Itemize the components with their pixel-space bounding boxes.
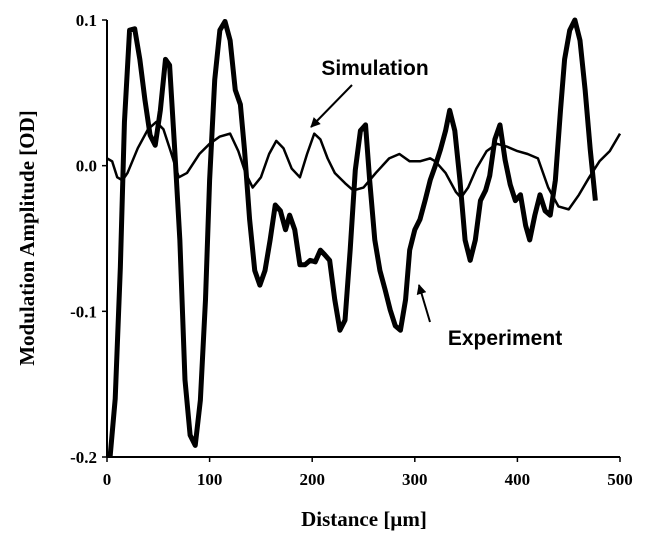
x-tick-label: 500 [607,470,633,489]
series-line [106,120,622,211]
x-tick-label: 400 [505,470,531,489]
annotation-arrow [416,284,431,323]
annotation-arrow [310,84,353,128]
experiment-annotation: Experiment [448,327,562,350]
x-axis-title: Distance [µm] [301,507,427,531]
y-tick-label: -0.1 [70,302,97,321]
series-line [107,17,598,458]
y-axis-title: Modulation Amplitude [OD] [15,110,39,366]
y-tick-label: -0.2 [70,448,97,467]
simulation-annotation: Simulation [321,57,428,80]
x-tick-label: 100 [197,470,223,489]
y-tick-label: 0.0 [76,157,97,176]
x-tick-label: 0 [103,470,112,489]
x-tick-label: 200 [299,470,325,489]
x-tick-label: 300 [402,470,428,489]
y-tick-label: 0.1 [76,11,97,30]
